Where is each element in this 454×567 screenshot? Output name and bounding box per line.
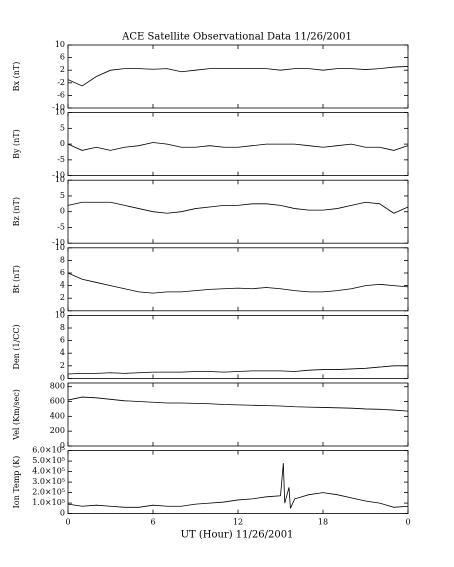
chart-title: ACE Satellite Observational Data 11/26/2… xyxy=(121,32,352,43)
data-line xyxy=(67,272,409,294)
x-tick-label: 6 xyxy=(150,518,155,527)
y-tick-label: -10 xyxy=(52,103,65,112)
x-tick-label: 0 xyxy=(405,518,410,527)
data-line xyxy=(67,365,408,375)
y-tick-label: 0 xyxy=(60,306,65,315)
y-tick-label: -5 xyxy=(57,222,65,231)
data-line xyxy=(67,396,409,412)
y-tick-label: -2 xyxy=(57,78,65,87)
y-tick-label: 6 xyxy=(60,336,65,345)
y-axis-label: Bx (nT) xyxy=(12,62,21,92)
y-tick-label: 0 xyxy=(60,373,65,382)
y-tick-label: 2 xyxy=(60,361,65,370)
y-tick-label: 400 xyxy=(50,411,65,420)
y-tick-label: 5 xyxy=(60,123,65,132)
y-tick-label: 10 xyxy=(55,310,65,319)
y-tick-label: 2 xyxy=(60,65,65,74)
y-tick-label: 6 xyxy=(60,53,65,62)
data-line xyxy=(67,463,409,509)
y-tick-label: 4 xyxy=(60,348,65,357)
x-tick-label: 18 xyxy=(318,518,328,527)
data-line xyxy=(67,201,409,214)
y-axis-label: By (nT) xyxy=(12,129,21,159)
y-tick-label: 5.0×10⁵ xyxy=(32,456,65,465)
data-line xyxy=(67,142,409,151)
panel-frame xyxy=(67,382,409,447)
y-axis-label: Bt (nT) xyxy=(12,265,21,293)
y-tick-label: 4.0×10⁵ xyxy=(32,467,65,476)
y-axis-label: Vel (Km/sec) xyxy=(12,389,21,441)
panel-frame xyxy=(67,112,409,176)
y-axis-label: Ion Temp (K) xyxy=(12,456,21,509)
y-tick-label: 1.0×10⁵ xyxy=(32,498,65,507)
y-tick-label: 2.0×10⁵ xyxy=(32,488,65,497)
y-axis-label: Den (1/CC) xyxy=(12,324,21,369)
panel-frame xyxy=(67,450,409,515)
y-tick-label: 2 xyxy=(60,293,65,302)
y-axis-label: Bz (nT) xyxy=(12,197,21,226)
y-tick-label: 10 xyxy=(55,40,65,49)
y-tick-label: 5 xyxy=(60,191,65,200)
y-tick-label: 3.0×10⁵ xyxy=(32,477,65,486)
panel-frame xyxy=(67,247,409,312)
y-tick-label: 8 xyxy=(60,255,65,264)
y-tick-label: 600 xyxy=(50,397,65,406)
y-tick-label: 4 xyxy=(60,281,65,290)
y-tick-label: 0 xyxy=(60,509,65,518)
y-tick-label: 200 xyxy=(50,426,65,435)
y-tick-label: 10 xyxy=(55,108,65,117)
y-tick-label: 10 xyxy=(55,243,65,252)
panel-frame xyxy=(67,179,409,244)
y-tick-label: 0 xyxy=(60,441,65,450)
y-tick-label: -10 xyxy=(52,171,65,180)
y-tick-label: -6 xyxy=(57,90,65,99)
y-tick-label: 6 xyxy=(60,268,65,277)
x-tick-label: 0 xyxy=(65,518,70,527)
y-tick-label: 8 xyxy=(60,323,65,332)
y-tick-label: 0 xyxy=(60,139,65,148)
x-tick-label: 12 xyxy=(233,518,243,527)
y-tick-label: 6.0×10⁵ xyxy=(32,446,65,455)
data-line xyxy=(67,66,409,87)
y-tick-label: -10 xyxy=(52,238,65,247)
panel-frame xyxy=(67,44,409,109)
y-tick-label: 10 xyxy=(55,175,65,184)
y-tick-label: 800 xyxy=(50,382,65,391)
y-tick-label: 0 xyxy=(60,207,65,216)
y-tick-label: -5 xyxy=(57,155,65,164)
x-axis-label: UT (Hour) 11/26/2001 xyxy=(181,530,294,541)
